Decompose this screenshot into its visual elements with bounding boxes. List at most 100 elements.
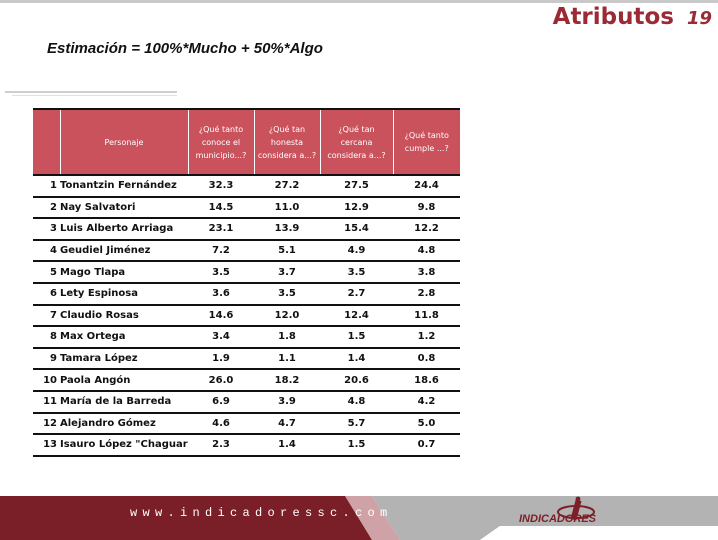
table-row: 9 Tamara López 1.9 1.1 1.4 0.8	[33, 347, 460, 371]
row-value-conoce: 32.3	[188, 174, 254, 198]
top-divider	[0, 0, 718, 3]
row-name: Mago Tlapa	[60, 261, 188, 284]
row-value-cercana: 12.9	[320, 196, 393, 220]
table-row: 13 Isauro López "Chaguaro" 2.3 1.4 1.5 0…	[33, 434, 460, 457]
row-value-conoce: 3.5	[188, 261, 254, 284]
table-row: 5 Mago Tlapa 3.5 3.7 3.5 3.8	[33, 261, 460, 284]
row-name: Tonantzin Fernández	[60, 174, 188, 198]
row-value-honesta: 18.2	[254, 369, 320, 392]
row-index: 5	[33, 261, 60, 284]
row-index: 3	[33, 218, 60, 241]
row-value-cumple: 9.8	[393, 196, 460, 220]
table-row: 1 Tonantzin Fernández 32.3 27.2 27.5 24.…	[33, 174, 460, 198]
row-value-cercana: 1.4	[320, 347, 393, 371]
table-row: 10 Paola Angón 26.0 18.2 20.6 18.6	[33, 369, 460, 392]
row-value-cercana: 2.7	[320, 282, 393, 306]
row-value-conoce: 2.3	[188, 434, 254, 457]
row-index: 11	[33, 390, 60, 414]
row-name: Lety Espinosa	[60, 282, 188, 306]
row-value-honesta: 1.8	[254, 326, 320, 349]
page-title: Atributos	[552, 4, 674, 30]
row-name: Luis Alberto Arriaga	[60, 218, 188, 241]
row-value-cumple: 11.8	[393, 304, 460, 328]
column-header-cercana: ¿Qué tan cercana considera a...?	[319, 108, 393, 175]
row-value-cumple: 1.2	[393, 326, 460, 349]
row-value-honesta: 4.7	[254, 412, 320, 436]
row-value-cumple: 24.4	[393, 174, 460, 198]
row-value-conoce: 3.6	[188, 282, 254, 306]
row-index: 10	[33, 369, 60, 392]
indicadores-logo-icon	[557, 496, 595, 521]
table-row: 11 María de la Barreda 6.9 3.9 4.8 4.2	[33, 390, 460, 414]
table-row: 12 Alejandro Gómez 4.6 4.7 5.7 5.0	[33, 412, 460, 436]
attributes-table: Personaje ¿Qué tanto conoce el municipio…	[33, 108, 460, 457]
row-index: 12	[33, 412, 60, 436]
column-header-cumple: ¿Qué tanto cumple ...?	[392, 108, 460, 175]
row-value-cumple: 12.2	[393, 218, 460, 241]
row-value-conoce: 14.6	[188, 304, 254, 328]
row-value-cumple: 0.7	[393, 434, 460, 457]
row-name: Nay Salvatori	[60, 196, 188, 220]
row-value-conoce: 1.9	[188, 347, 254, 371]
column-header-index	[33, 108, 60, 175]
row-name: Isauro López "Chaguaro"	[60, 434, 188, 457]
row-value-conoce: 6.9	[188, 390, 254, 414]
table-row: 4 Geudiel Jiménez 7.2 5.1 4.9 4.8	[33, 239, 460, 263]
row-value-cumple: 2.8	[393, 282, 460, 306]
estimation-formula: Estimación = 100%*Mucho + 50%*Algo	[47, 40, 323, 57]
table-row: 7 Claudio Rosas 14.6 12.0 12.4 11.8	[33, 304, 460, 328]
row-name: Paola Angón	[60, 369, 188, 392]
row-value-cercana: 12.4	[320, 304, 393, 328]
row-name: Alejandro Gómez	[60, 412, 188, 436]
table-row: 6 Lety Espinosa 3.6 3.5 2.7 2.8	[33, 282, 460, 306]
row-value-honesta: 1.4	[254, 434, 320, 457]
row-value-honesta: 1.1	[254, 347, 320, 371]
row-index: 8	[33, 326, 60, 349]
row-value-cercana: 3.5	[320, 261, 393, 284]
indicadores-logo-text: INDICADORES	[519, 513, 597, 525]
row-name: Geudiel Jiménez	[60, 239, 188, 263]
row-index: 2	[33, 196, 60, 220]
row-value-cumple: 3.8	[393, 261, 460, 284]
row-value-honesta: 13.9	[254, 218, 320, 241]
row-value-cumple: 0.8	[393, 347, 460, 371]
footer-band	[0, 496, 718, 540]
column-header-personaje: Personaje	[59, 108, 188, 175]
row-index: 9	[33, 347, 60, 371]
row-value-cercana: 4.8	[320, 390, 393, 414]
row-index: 4	[33, 239, 60, 263]
row-value-honesta: 11.0	[254, 196, 320, 220]
row-value-cumple: 4.8	[393, 239, 460, 263]
row-value-cercana: 5.7	[320, 412, 393, 436]
row-value-conoce: 3.4	[188, 326, 254, 349]
row-value-cercana: 4.9	[320, 239, 393, 263]
row-value-cercana: 15.4	[320, 218, 393, 241]
row-value-conoce: 23.1	[188, 218, 254, 241]
table-row: 8 Max Ortega 3.4 1.8 1.5 1.2	[33, 326, 460, 349]
row-value-honesta: 3.7	[254, 261, 320, 284]
row-value-honesta: 3.5	[254, 282, 320, 306]
row-name: Tamara López	[60, 347, 188, 371]
row-value-honesta: 12.0	[254, 304, 320, 328]
row-value-conoce: 26.0	[188, 369, 254, 392]
table-row: 2 Nay Salvatori 14.5 11.0 12.9 9.8	[33, 196, 460, 220]
row-index: 13	[33, 434, 60, 457]
row-value-cumple: 4.2	[393, 390, 460, 414]
table-row: 3 Luis Alberto Arriaga 23.1 13.9 15.4 12…	[33, 218, 460, 241]
column-header-honesta: ¿Qué tan honesta considera a...?	[253, 108, 320, 175]
row-value-conoce: 7.2	[188, 239, 254, 263]
row-value-honesta: 5.1	[254, 239, 320, 263]
column-header-conoce: ¿Qué tanto conoce el municipio...?	[187, 108, 254, 175]
row-name: María de la Barreda	[60, 390, 188, 414]
decorative-rule-thin	[12, 95, 177, 96]
row-index: 7	[33, 304, 60, 328]
website-url: www.indicadoressc.com	[130, 506, 393, 520]
row-value-cercana: 1.5	[320, 326, 393, 349]
row-value-cercana: 1.5	[320, 434, 393, 457]
row-value-cercana: 27.5	[320, 174, 393, 198]
row-value-cumple: 5.0	[393, 412, 460, 436]
row-name: Claudio Rosas	[60, 304, 188, 328]
row-value-honesta: 3.9	[254, 390, 320, 414]
row-value-conoce: 4.6	[188, 412, 254, 436]
row-index: 6	[33, 282, 60, 306]
